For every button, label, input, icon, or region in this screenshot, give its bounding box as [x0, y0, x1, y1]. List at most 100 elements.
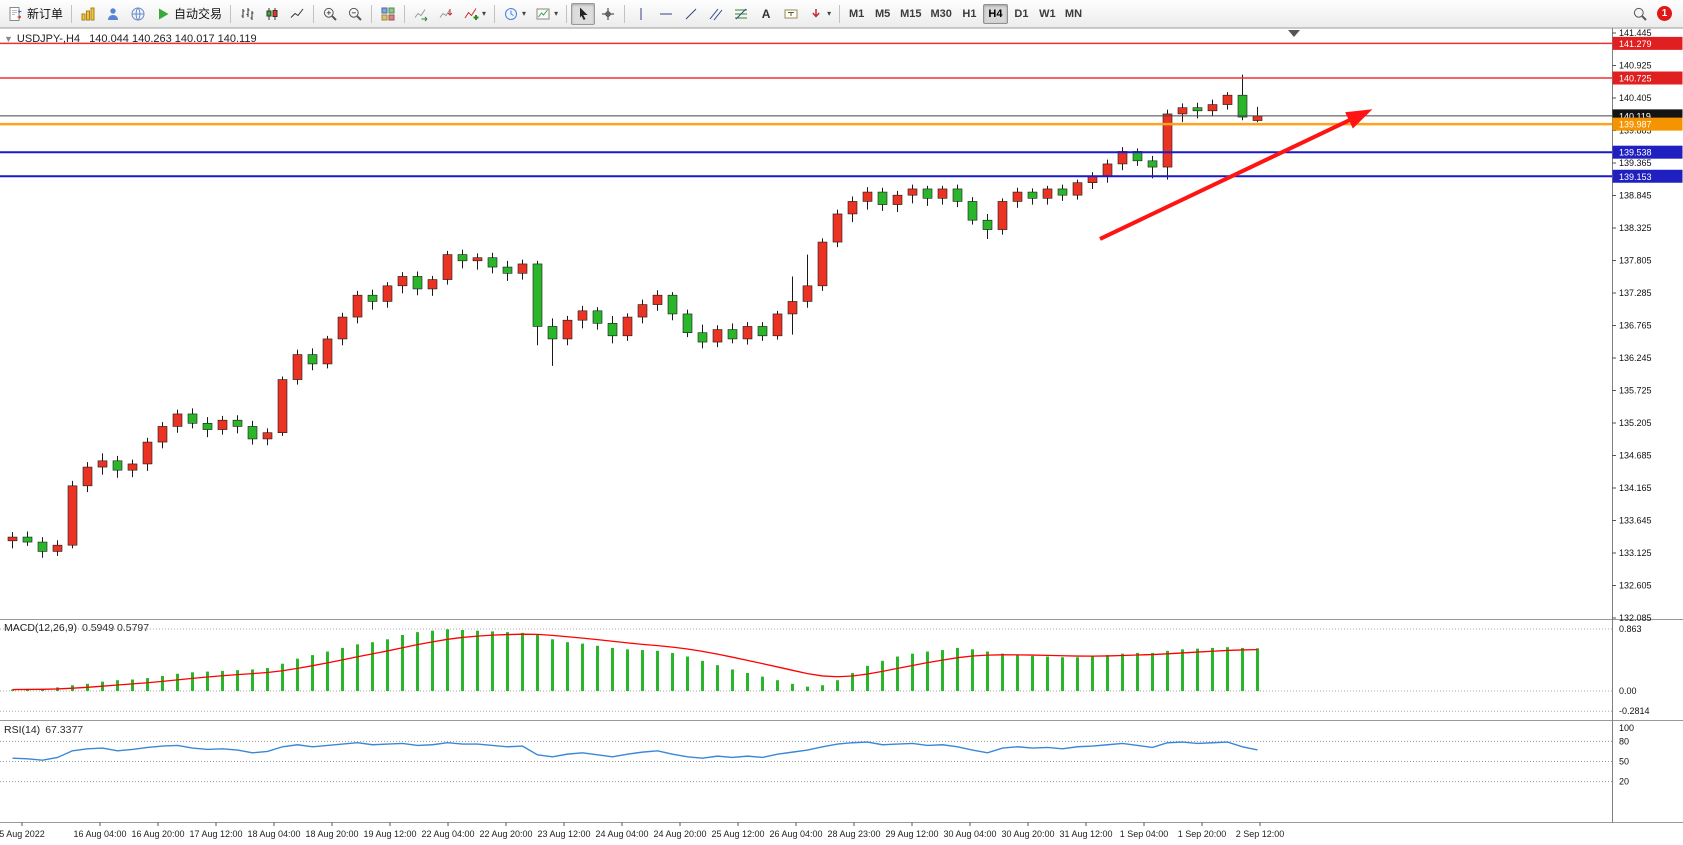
rsi-axis-label: 100 [1619, 723, 1634, 733]
bear-candle [1147, 155, 1158, 179]
macd-bar [1061, 657, 1064, 691]
text-label-button[interactable] [779, 3, 803, 25]
zoom-out-button[interactable] [343, 3, 367, 25]
text-label-icon [783, 6, 799, 22]
macd-bar [1181, 649, 1184, 691]
auto-scroll-button[interactable] [409, 3, 433, 25]
auto-trading-button[interactable]: 自动交易 [151, 3, 226, 25]
bear-candle [607, 315, 618, 344]
chart-shift-marker[interactable] [1288, 30, 1300, 37]
market-watch-button[interactable] [126, 3, 150, 25]
channel-button[interactable] [704, 3, 728, 25]
search-button[interactable] [1628, 3, 1652, 25]
timeframe-m5-button[interactable]: M5 [870, 4, 895, 24]
bear-candle [187, 408, 198, 429]
text-button[interactable]: A [754, 3, 778, 25]
macd-bar [551, 639, 554, 691]
timefram-m15-button[interactable]: M15 [896, 4, 925, 24]
bull-candle [622, 313, 633, 341]
one-click-trading-toggle[interactable]: ▼ [4, 34, 13, 44]
time-axis-label: 22 Aug 20:00 [479, 829, 532, 839]
timeframe-d1-button[interactable]: D1 [1009, 4, 1034, 24]
macd-bar [356, 644, 359, 691]
macd-bar [581, 643, 584, 691]
time-axis-label: 18 Aug 04:00 [247, 829, 300, 839]
time-axis[interactable]: 5 Aug 2022 16 Aug 04:00 16 Aug 20:00 17 Aug… [0, 822, 1284, 840]
time-axis-label: 26 Aug 04:00 [769, 829, 822, 839]
bull-candle [637, 299, 648, 324]
zoom-in-button[interactable] [318, 3, 342, 25]
timeframe-h4-button[interactable]: H4 [982, 3, 1008, 24]
crosshair-button[interactable] [596, 3, 620, 25]
macd-bar [431, 630, 434, 691]
time-axis-label: 19 Aug 12:00 [363, 829, 416, 839]
line-chart-button[interactable] [285, 3, 309, 25]
chart-canvas[interactable]: 141.445140.925140.405139.885139.365138.8… [0, 28, 1683, 845]
bear-candle [727, 323, 738, 344]
zoom-in-icon [322, 6, 338, 22]
chart-shift-button[interactable] [434, 3, 458, 25]
timeframe-m30-button[interactable]: M30 [927, 4, 956, 24]
bear-candle [367, 289, 378, 310]
trendline-button[interactable] [679, 3, 703, 25]
macd-bar [746, 673, 749, 691]
fibonacci-button[interactable] [729, 3, 753, 25]
bull-candle [562, 315, 573, 346]
bear-candle [307, 348, 318, 371]
vertical-line-button[interactable] [629, 3, 653, 25]
charts-button[interactable] [76, 3, 100, 25]
macd-bar [566, 642, 569, 691]
bull-candle [217, 415, 228, 435]
tile-windows-button[interactable] [376, 3, 400, 25]
macd-bar [836, 680, 839, 691]
timeframe-w1-button[interactable]: W1 [1035, 4, 1060, 24]
macd-bar [1241, 647, 1244, 691]
bull-candle [832, 209, 843, 248]
auto-trading-icon [155, 6, 171, 22]
macd-bar [821, 685, 824, 691]
tile-windows-icon [380, 6, 396, 22]
candlestick-chart-button[interactable] [260, 3, 284, 25]
arrows-button[interactable]: ▾ [804, 3, 835, 25]
channel-icon [708, 6, 724, 22]
bull-candle [337, 312, 348, 346]
bear-candle [502, 260, 513, 281]
price-tag-label: 140.725 [1619, 74, 1652, 84]
auto-scroll-icon [413, 6, 429, 22]
macd-bar [671, 652, 674, 691]
bull-candle [172, 409, 183, 433]
trend-arrow[interactable] [1099, 109, 1373, 241]
toolbar-separator [566, 4, 568, 23]
macd-bar [1121, 653, 1124, 691]
macd-bar [926, 651, 929, 691]
macd-bar [401, 634, 404, 691]
price-tag [1612, 117, 1683, 131]
rsi-axis-label: 80 [1619, 736, 1629, 746]
macd-bar [206, 671, 209, 691]
bear-candle [247, 420, 258, 445]
bull-candle [577, 305, 588, 329]
macd-bar [911, 653, 914, 691]
price-axis-label: 136.765 [1619, 321, 1652, 331]
line-chart-icon [289, 6, 305, 22]
timeframe-mn-button[interactable]: MN [1061, 4, 1086, 24]
cursor-button[interactable] [571, 2, 596, 25]
templates-button[interactable]: ▾ [531, 3, 562, 25]
indicators-button[interactable]: ▾ [459, 3, 490, 25]
horizontal-line-button[interactable] [654, 3, 678, 25]
bar-chart-button[interactable] [235, 3, 259, 25]
new-order-button[interactable]: 新订单 [4, 3, 67, 25]
macd-bar [371, 642, 374, 691]
time-axis-label: 18 Aug 20:00 [305, 829, 358, 839]
time-axis-label: 5 Aug 2022 [0, 829, 45, 839]
profiles-button[interactable] [101, 3, 125, 25]
timeframe-m1-button[interactable]: M1 [844, 4, 869, 24]
macd-bar [866, 665, 869, 691]
macd-bar [731, 669, 734, 691]
periods-button[interactable]: ▾ [499, 3, 530, 25]
timeframe-h1-button[interactable]: H1 [957, 4, 982, 24]
new-order-icon [8, 6, 24, 22]
macd-signal-line [12, 633, 1258, 691]
notification-badge[interactable]: 1 [1657, 6, 1672, 21]
bull-candle [817, 238, 828, 291]
